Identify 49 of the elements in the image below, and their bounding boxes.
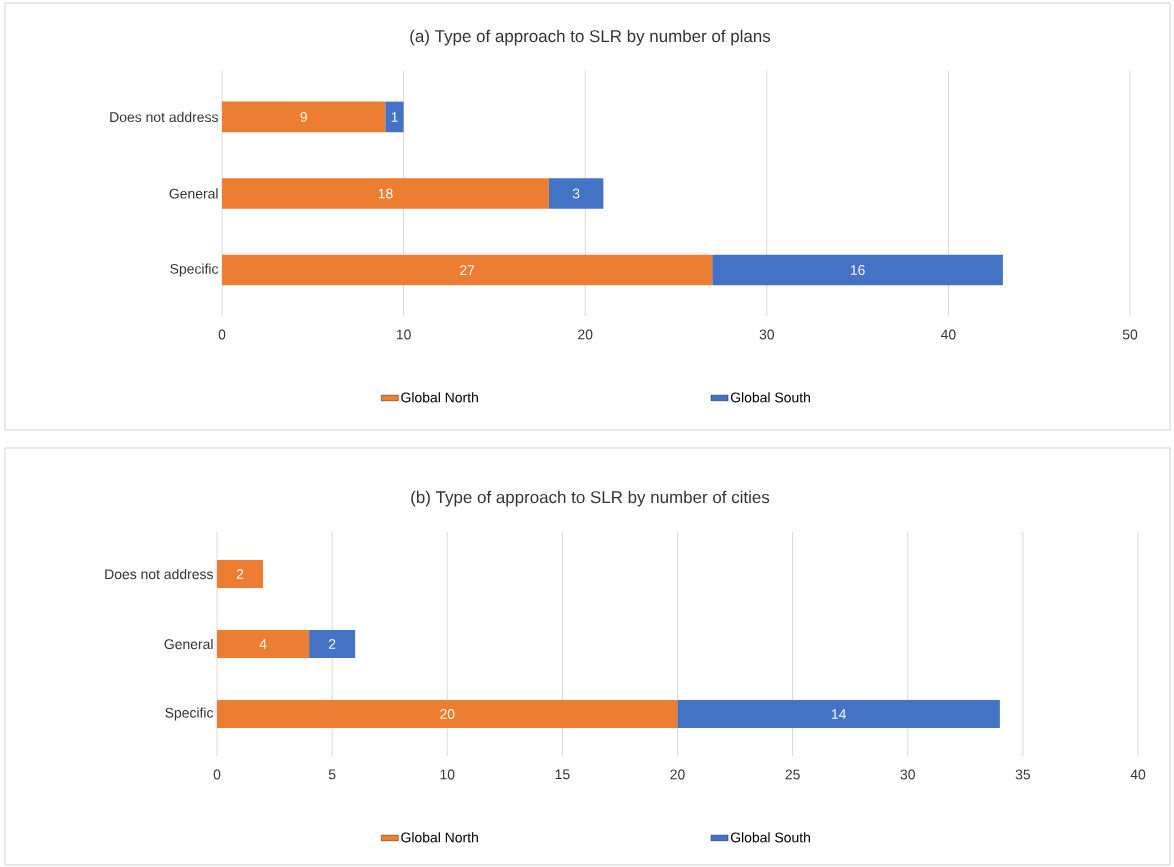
chart-title: (b) Type of approach to SLR by number of cities <box>411 490 770 507</box>
x-tick-label: 0 <box>218 329 226 340</box>
bar <box>217 700 678 728</box>
x-tick-label: 30 <box>900 769 915 780</box>
x-tick-label: 5 <box>328 769 336 780</box>
data-label: 3 <box>572 188 580 199</box>
x-tick-label: 40 <box>1130 769 1146 780</box>
y-tick-label: General <box>169 188 218 199</box>
x-tick-label: 0 <box>213 769 221 780</box>
x-tick-label: 35 <box>1015 769 1031 780</box>
y-tick-label: General <box>164 638 213 650</box>
x-tick-label: 20 <box>670 769 685 780</box>
legend-label: Global South <box>730 832 810 843</box>
x-tick-label: 20 <box>578 329 593 340</box>
x-tick-label: 10 <box>396 329 411 340</box>
y-tick-label: Does not address <box>105 568 213 580</box>
x-tick-label: 15 <box>555 769 570 780</box>
chart-title: (a) Type of approach to SLR by number of plans <box>410 29 771 46</box>
x-tick-label: 25 <box>785 769 800 780</box>
x-tick-label: 30 <box>759 329 775 340</box>
data-label: 2 <box>328 639 336 649</box>
x-tick-label: 40 <box>940 329 956 340</box>
bar <box>385 101 404 133</box>
bar <box>712 254 1003 286</box>
x-tick-label: 10 <box>440 769 455 780</box>
bar <box>217 630 310 658</box>
bar <box>217 560 264 588</box>
data-label: 2 <box>236 569 244 579</box>
data-label: 18 <box>378 188 393 199</box>
legend-label: Global North <box>401 832 478 843</box>
y-tick-label: Specific <box>170 263 219 277</box>
data-label: 27 <box>460 265 475 275</box>
data-label: 1 <box>391 112 398 122</box>
data-label: 14 <box>831 709 847 719</box>
bar <box>222 178 549 209</box>
data-label: 9 <box>300 111 307 122</box>
bar <box>222 254 713 286</box>
bar <box>222 101 386 133</box>
bar <box>548 178 604 209</box>
x-tick-label: 50 <box>1122 329 1138 340</box>
data-label: 20 <box>440 709 455 719</box>
legend-label: Global South <box>730 392 810 403</box>
y-tick-label: Does not address <box>110 111 218 123</box>
y-tick-label: Specific <box>165 707 214 721</box>
data-label: 16 <box>850 265 865 275</box>
bar <box>309 630 356 658</box>
data-label: 4 <box>259 639 267 649</box>
bar <box>677 700 1000 728</box>
legend-label: Global North <box>401 392 478 403</box>
